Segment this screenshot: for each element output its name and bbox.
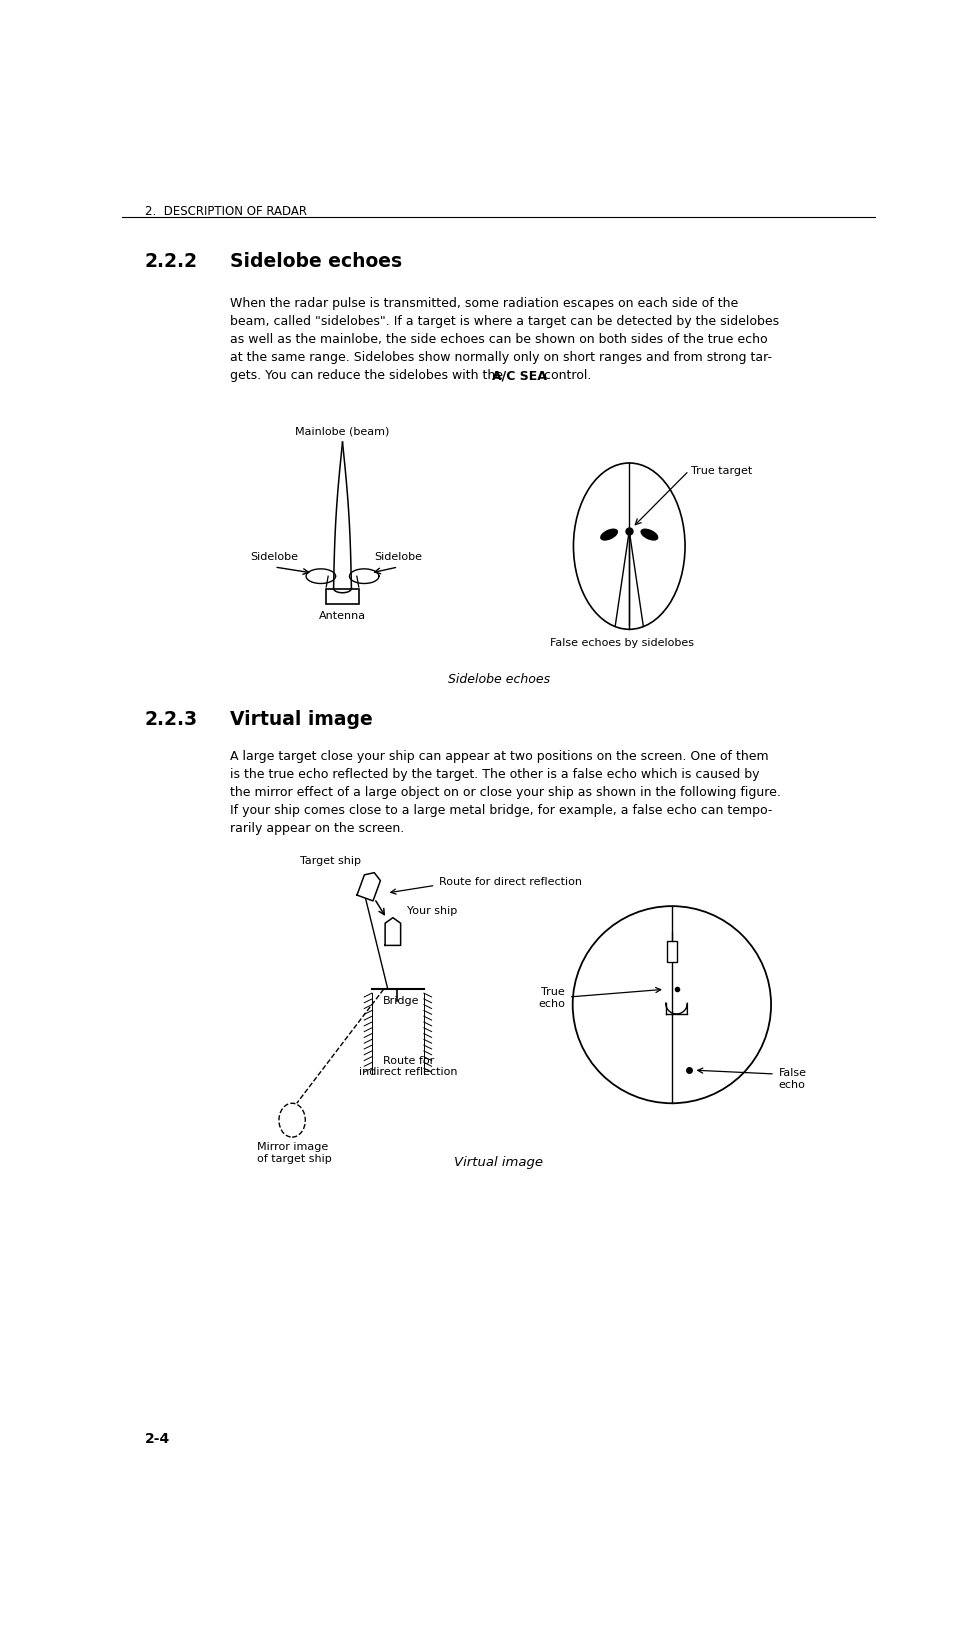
Text: Route for direct reflection: Route for direct reflection [440, 877, 583, 887]
Text: Sidelobe: Sidelobe [250, 551, 299, 562]
Text: the mirror effect of a large object on or close your ship as shown in the follow: the mirror effect of a large object on o… [231, 785, 781, 798]
Text: Sidelobe echoes: Sidelobe echoes [448, 672, 550, 685]
Text: rarily appear on the screen.: rarily appear on the screen. [231, 821, 405, 834]
Text: Virtual image: Virtual image [454, 1155, 543, 1169]
Ellipse shape [573, 464, 685, 629]
Text: False echoes by sidelobes: False echoes by sidelobes [550, 638, 694, 647]
Text: True
echo: True echo [538, 987, 565, 1008]
Circle shape [573, 906, 771, 1103]
Ellipse shape [279, 1103, 306, 1137]
Text: A/C SEA: A/C SEA [492, 369, 547, 382]
Polygon shape [385, 918, 401, 946]
Text: Antenna: Antenna [319, 611, 366, 621]
Text: 2.  DESCRIPTION OF RADAR: 2. DESCRIPTION OF RADAR [145, 205, 306, 218]
Text: False
echo: False echo [778, 1067, 807, 1088]
Text: gets. You can reduce the sidelobes with the: gets. You can reduce the sidelobes with … [231, 369, 507, 382]
Text: Sidelobe: Sidelobe [375, 551, 422, 562]
Text: Mirror image
of target ship: Mirror image of target ship [257, 1141, 332, 1162]
Text: If your ship comes close to a large metal bridge, for example, a false echo can : If your ship comes close to a large meta… [231, 803, 773, 816]
Text: Mainlobe (beam): Mainlobe (beam) [296, 426, 390, 436]
Ellipse shape [600, 529, 618, 541]
Text: Virtual image: Virtual image [231, 710, 373, 728]
Text: True target: True target [691, 465, 752, 475]
Text: A large target close your ship can appear at two positions on the screen. One of: A large target close your ship can appea… [231, 749, 769, 762]
Text: Bridge: Bridge [382, 997, 419, 1006]
Text: 2.2.3: 2.2.3 [145, 710, 198, 728]
Text: is the true echo reflected by the target. The other is a false echo which is cau: is the true echo reflected by the target… [231, 767, 760, 780]
Bar [326, 588, 359, 605]
Text: When the radar pulse is transmitted, some radiation escapes on each side of the: When the radar pulse is transmitted, som… [231, 297, 739, 310]
Text: 2-4: 2-4 [145, 1431, 170, 1446]
Bar [667, 941, 677, 962]
Polygon shape [357, 874, 380, 901]
Text: beam, called "sidelobes". If a target is where a target can be detected by the s: beam, called "sidelobes". If a target is… [231, 315, 779, 328]
Text: Sidelobe echoes: Sidelobe echoes [231, 252, 402, 270]
Text: Route for
indirect reflection: Route for indirect reflection [359, 1056, 457, 1077]
Ellipse shape [641, 529, 658, 541]
Text: as well as the mainlobe, the side echoes can be shown on both sides of the true : as well as the mainlobe, the side echoes… [231, 333, 768, 346]
Text: control.: control. [540, 369, 592, 382]
Text: Target ship: Target ship [301, 856, 361, 865]
Text: Your ship: Your ship [407, 905, 457, 915]
Text: 2.2.2: 2.2.2 [145, 252, 198, 270]
Text: at the same range. Sidelobes show normally only on short ranges and from strong : at the same range. Sidelobes show normal… [231, 351, 773, 364]
